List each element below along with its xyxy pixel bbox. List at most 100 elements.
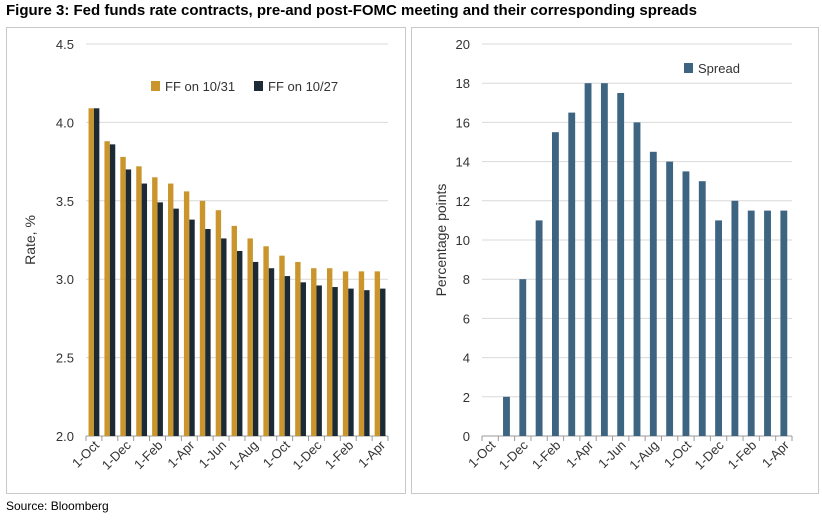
rate-bar: [263, 246, 269, 436]
spread-bar: [649, 151, 657, 437]
rate-chart: 2.02.53.03.54.04.51-Oct1-Dec1-Feb1-Apr1-…: [22, 37, 389, 473]
rate-bar: [332, 287, 338, 436]
rate-bar: [348, 288, 354, 436]
rate-ylabel: Rate, %: [22, 215, 38, 265]
spread-bar: [747, 210, 755, 436]
rate-bar: [173, 208, 179, 436]
rate-bar: [93, 108, 100, 437]
spread-xtick-label: 1-Jun: [595, 438, 629, 472]
rate-ytick-label: 4.0: [56, 115, 74, 130]
rate-bar: [125, 169, 132, 436]
rate-xtick-label: 1-Dec: [289, 437, 324, 472]
spread-bar: [633, 122, 641, 437]
rate-bar: [136, 166, 142, 436]
rate-bar: [311, 268, 317, 436]
rate-bar: [183, 191, 190, 436]
spread-legend-swatch: [684, 63, 693, 73]
rate-bar: [364, 290, 370, 436]
spread-ytick-label: 2: [463, 390, 470, 405]
rate-chart-panel: 2.0 2.5 3.0 3.5 4.0 4.5 1-Oct 1-Dec 1-Feb 1-Apr 1-…: [6, 27, 406, 494]
spread-ylabel: Percentage points: [433, 184, 449, 297]
spread-bar: [584, 83, 592, 436]
rate-xtick-label: 1-Feb: [131, 438, 166, 473]
spread-ytick-label: 4: [463, 351, 470, 366]
rate-bar: [205, 229, 211, 436]
rate-legend-label: FF on 10/31: [165, 79, 235, 94]
spread-xtick-label: 1-Apr: [563, 437, 597, 471]
spread-legend-label: Spread: [698, 61, 740, 76]
spread-ytick-label: 6: [463, 311, 470, 326]
spread-chart-panel: 0 2 4 6 8 10 12 14 16 18 20 1-Oct 1-Dec 1-Feb 1-Apr 1-J…: [411, 27, 819, 494]
spread-bar: [666, 161, 674, 436]
spread-bar: [519, 279, 527, 436]
rate-bar: [268, 268, 275, 436]
spread-ytick-label: 12: [456, 194, 470, 209]
spread-xtick-label: 1-Dec: [496, 437, 531, 472]
rate-xtick-label: 1-Apr: [355, 437, 389, 471]
spread-bar: [682, 171, 690, 436]
spread-ytick-label: 14: [456, 155, 470, 170]
rate-bar: [157, 202, 163, 436]
rate-bar: [279, 255, 285, 436]
rate-bar: [120, 156, 126, 436]
rate-xtick-label: 1-Jun: [196, 438, 230, 472]
spread-bar: [731, 200, 739, 436]
rate-xtick-label: 1-Oct: [260, 437, 293, 470]
rate-bar: [141, 183, 148, 436]
rate-bar: [380, 288, 386, 436]
spread-xtick-label: 1-Feb: [725, 438, 760, 473]
rate-bar: [342, 271, 349, 436]
rate-bar: [295, 261, 301, 436]
rate-bar: [358, 271, 365, 436]
spread-xtick-label: 1-Apr: [759, 437, 793, 471]
spread-bar: [551, 132, 559, 436]
rate-legend-swatch: [151, 81, 160, 91]
rate-ytick-label: 2.5: [56, 351, 74, 366]
rate-bar: [374, 271, 381, 436]
rate-bar: [88, 108, 94, 437]
spread-bar: [617, 93, 625, 436]
spread-xtick-label: 1-Feb: [529, 438, 564, 473]
rate-bar: [237, 250, 243, 436]
spread-xtick-label: 1-Oct: [465, 437, 498, 470]
spread-bar: [698, 181, 706, 436]
spread-ytick-label: 16: [456, 115, 470, 130]
rate-bar: [104, 141, 110, 436]
spread-bar: [764, 210, 771, 436]
spread-bar: [715, 220, 723, 436]
rate-xtick-label: 1-Apr: [164, 437, 198, 471]
rate-ytick-label: 2.0: [56, 429, 74, 444]
spread-ytick-label: 8: [463, 272, 470, 287]
spread-bar: [503, 396, 510, 436]
rate-bar: [252, 261, 259, 436]
rate-bar: [152, 177, 158, 436]
rate-legend-swatch: [254, 81, 263, 91]
rate-bar: [109, 144, 116, 436]
rate-bar: [316, 285, 322, 436]
rate-xtick-label: 1-Dec: [99, 437, 134, 472]
rate-bar: [199, 200, 206, 436]
rate-ytick-label: 3.5: [56, 194, 74, 209]
rate-bar: [231, 225, 237, 436]
spread-xtick-label: 1-Aug: [626, 438, 661, 473]
rate-legend-label: FF on 10/27: [268, 79, 338, 94]
spread-ytick-label: 0: [463, 429, 470, 444]
rate-bar: [326, 268, 333, 436]
spread-xtick-label: 1-Oct: [661, 437, 694, 470]
rate-bar: [168, 183, 174, 436]
rate-bar: [247, 238, 253, 436]
rate-bar: [215, 210, 222, 436]
rate-bar: [284, 276, 291, 436]
spread-xtick-label: 1-Dec: [692, 437, 727, 472]
rate-bar: [221, 238, 227, 436]
rate-xtick-label: 1-Feb: [322, 438, 357, 473]
rate-bar: [300, 282, 306, 436]
spread-ytick-label: 10: [456, 233, 470, 248]
spread-bar: [600, 83, 608, 436]
figure-title: Figure 3: Fed funds rate contracts, pre-…: [6, 2, 697, 19]
spread-bar: [780, 210, 788, 436]
spread-ytick-label: 20: [456, 37, 470, 52]
rate-bar: [189, 219, 195, 436]
rate-ytick-label: 4.5: [56, 37, 74, 52]
